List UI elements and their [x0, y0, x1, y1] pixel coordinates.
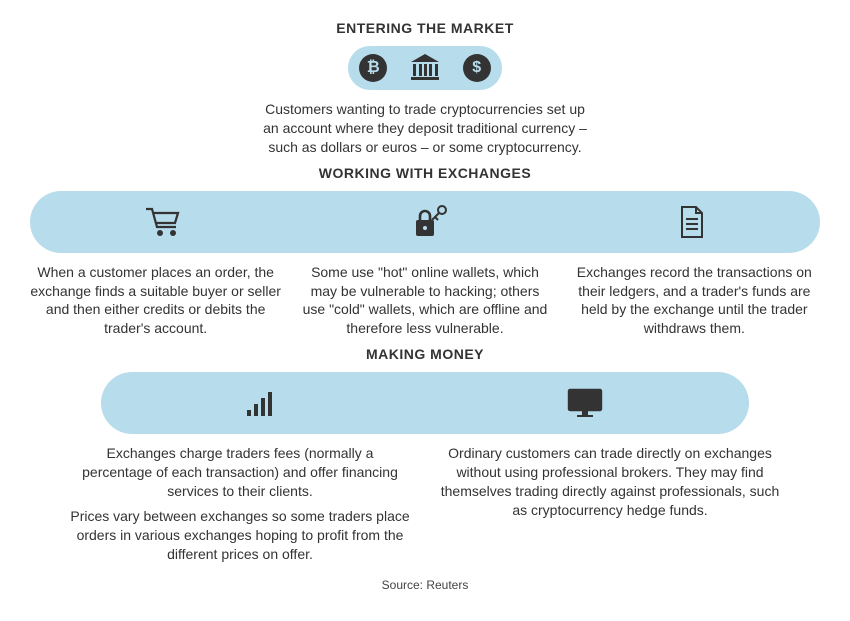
section2-descriptions: When a customer places an order, the exc…	[30, 263, 820, 339]
section2-title: WORKING WITH EXCHANGES	[30, 165, 820, 181]
section3-item-0-p2: Prices vary between exchanges so some tr…	[70, 507, 410, 564]
section3-item-1-p1: Ordinary customers can trade directly on…	[440, 444, 780, 520]
section3-item-1: Ordinary customers can trade directly on…	[440, 444, 780, 563]
source-text: Source: Reuters	[30, 578, 820, 592]
lock-key-icon	[410, 204, 450, 240]
section2-icon-pill	[30, 191, 820, 253]
cart-icon	[144, 205, 182, 239]
section1-desc: Customers wanting to trade cryptocurrenc…	[260, 100, 590, 157]
section2-item-2: Exchanges record the transactions on the…	[569, 263, 820, 339]
document-icon	[678, 205, 706, 239]
monitor-icon	[565, 387, 605, 419]
section1-icon-pill: ₿ $	[348, 46, 502, 90]
section3-icon-pill	[101, 372, 749, 434]
section3-descriptions: Exchanges charge traders fees (normally …	[30, 444, 820, 563]
bars-icon	[245, 388, 279, 418]
section3-item-0: Exchanges charge traders fees (normally …	[70, 444, 410, 563]
section1-title: ENTERING THE MARKET	[30, 20, 820, 36]
section3-item-0-p1: Exchanges charge traders fees (normally …	[70, 444, 410, 501]
dollar-icon: $	[463, 54, 491, 82]
bank-icon	[410, 54, 440, 82]
section2-item-0: When a customer places an order, the exc…	[30, 263, 281, 339]
bitcoin-icon: ₿	[359, 54, 387, 82]
section2-item-1: Some use "hot" online wallets, which may…	[299, 263, 550, 339]
section3-title: MAKING MONEY	[30, 346, 820, 362]
